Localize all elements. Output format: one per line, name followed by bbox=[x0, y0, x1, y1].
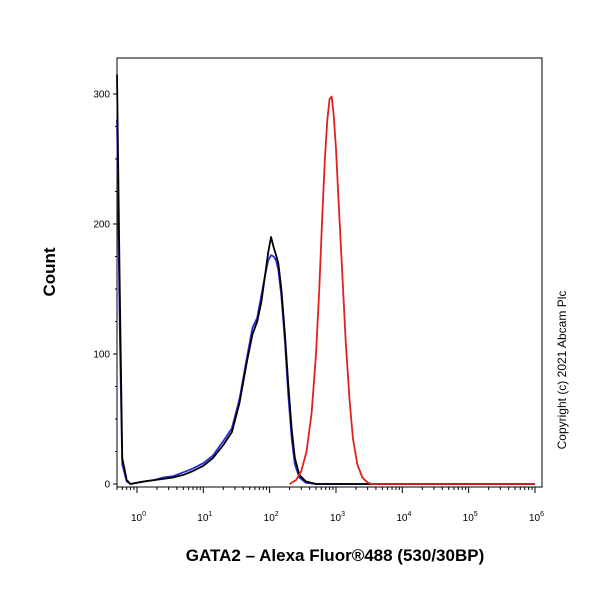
y-tick-label: 0 bbox=[104, 480, 110, 491]
series-layer bbox=[116, 74, 535, 485]
y-tick-label: 200 bbox=[93, 220, 110, 231]
series-line-2 bbox=[289, 95, 535, 485]
y-tick-label: 300 bbox=[93, 90, 110, 101]
x-tick-label: 102 bbox=[264, 511, 279, 524]
x-tick-label: 106 bbox=[529, 511, 544, 524]
y-axis-title: Count bbox=[40, 247, 59, 296]
x-tick-label: 100 bbox=[131, 511, 146, 524]
series-line-1 bbox=[116, 74, 535, 485]
plot-frame bbox=[116, 57, 543, 488]
x-tick-label: 103 bbox=[330, 511, 345, 524]
copyright-annotation: Copyright (c) 2021 Abcam Plc bbox=[555, 291, 569, 450]
y-tick-label: 100 bbox=[93, 350, 110, 361]
x-tick-label: 105 bbox=[463, 511, 478, 524]
series-line-0 bbox=[116, 119, 535, 485]
x-axis: 100 101 102 103 104 105 106 bbox=[116, 487, 544, 524]
x-tick-label: 104 bbox=[396, 511, 411, 524]
y-axis: 0 100 200 300 bbox=[93, 90, 117, 491]
x-tick-label: 101 bbox=[197, 511, 212, 524]
x-axis-title: GATA2 – Alexa Fluor®488 (530/30BP) bbox=[186, 546, 485, 565]
